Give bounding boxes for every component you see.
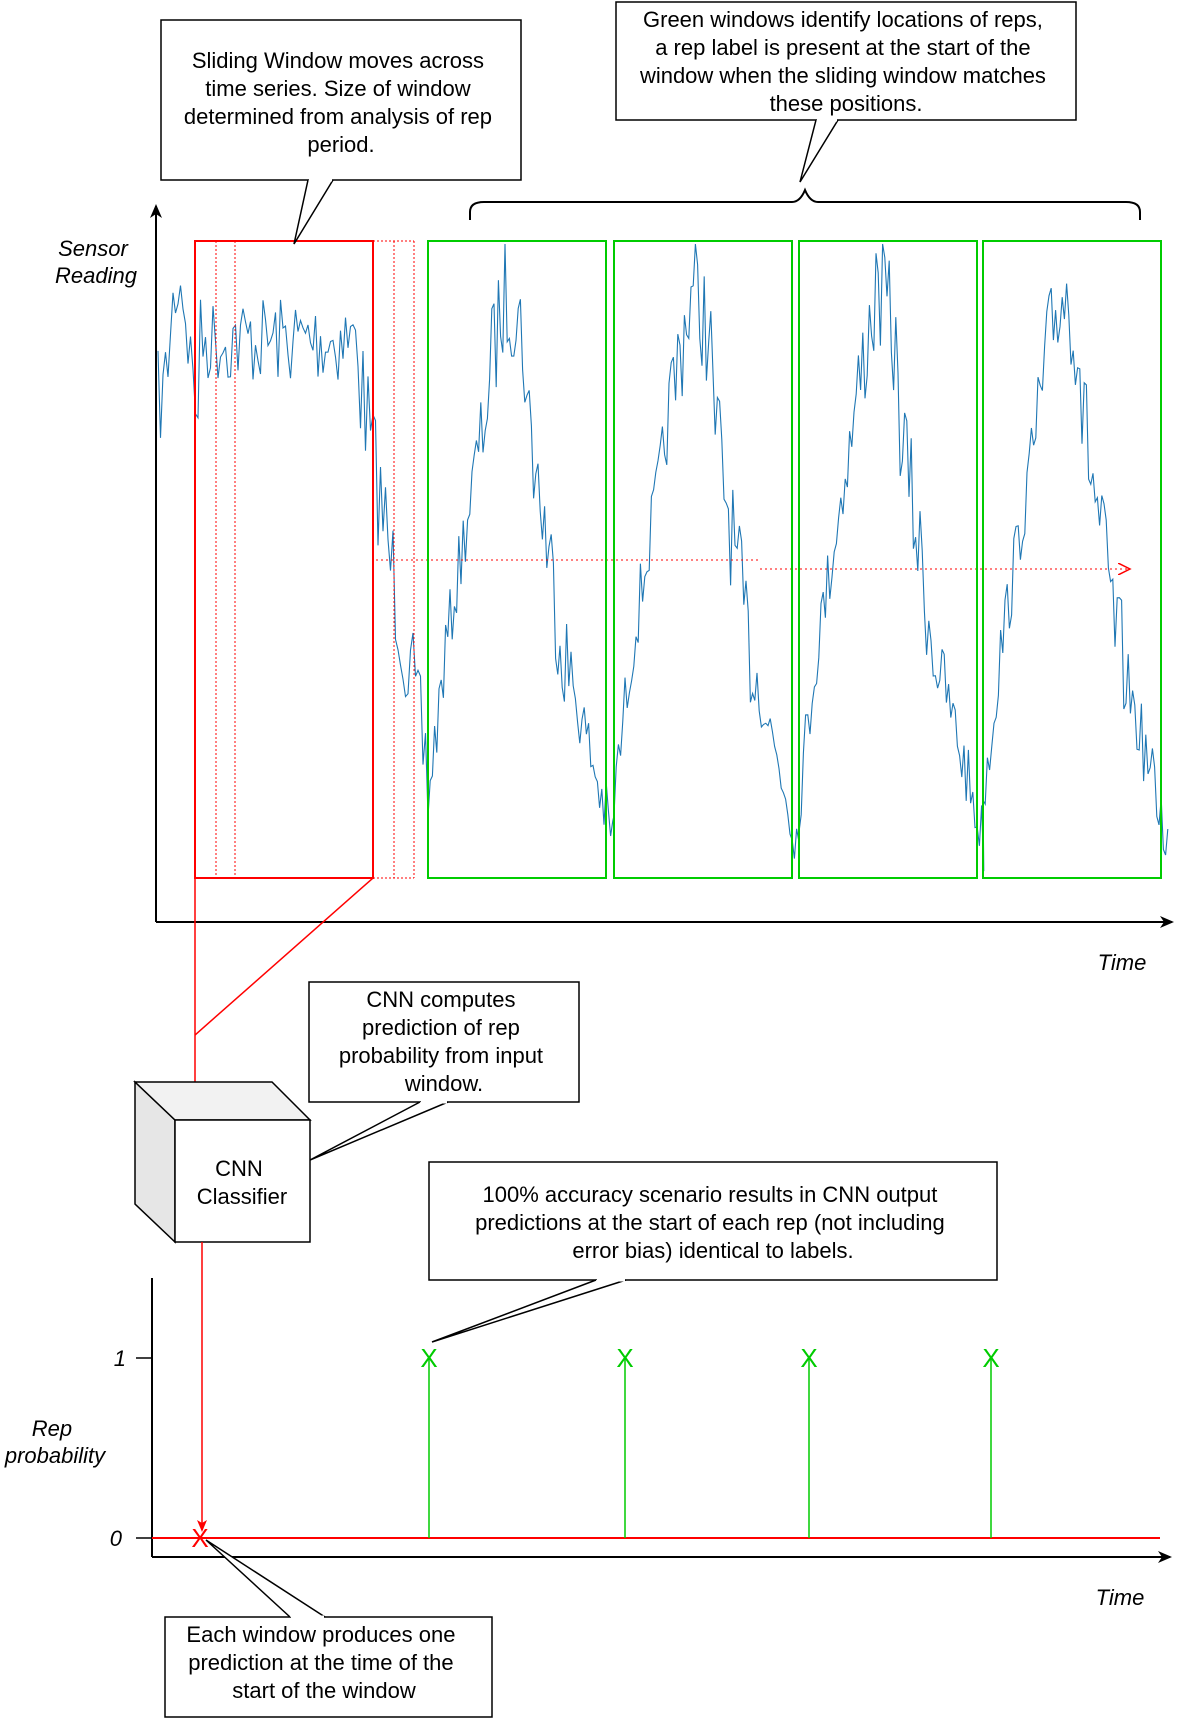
svg-text:Each window produces one: Each window produces one prediction at t…	[186, 1622, 461, 1703]
window-to-cnn-line-2	[194, 877, 374, 1036]
top-x-label: Time	[1098, 950, 1147, 975]
svg-text:100% accuracy scenario results: 100% accuracy scenario results in CNN ou…	[475, 1182, 951, 1263]
sensor-signal-line	[157, 243, 1169, 872]
bottom-x-label: Time	[1096, 1585, 1145, 1610]
cnn-computes-callout: CNN computes prediction of rep probabili…	[308, 981, 580, 1161]
y-tick-0-label: 0	[110, 1526, 123, 1551]
sliding-window-callout: Sliding Window moves across time series.…	[160, 19, 522, 245]
cnn-classifier-block: CNN Classifier	[133, 1080, 312, 1244]
rep-label-marker: X	[616, 1343, 633, 1373]
rep-window-2	[613, 240, 793, 879]
cnn-classifier-label: CNN Classifier	[197, 1156, 287, 1209]
accuracy-callout: 100% accuracy scenario results in CNN ou…	[428, 1161, 998, 1343]
top-chart: Sensor Reading Time	[55, 204, 1174, 975]
sliding-window	[194, 240, 374, 879]
y-tick-1-label: 1	[114, 1346, 126, 1371]
svg-text:Sliding Window moves across: Sliding Window moves across time series.…	[184, 48, 498, 157]
rep-window-3	[798, 240, 978, 879]
rep-label-marker: X	[982, 1343, 999, 1373]
svg-text:CNN computes prediction: CNN computes prediction of rep probabili…	[339, 987, 549, 1096]
bottom-y-label: Rep probability	[4, 1416, 107, 1468]
rep-label-marker: X	[420, 1343, 437, 1373]
svg-text:Green windows identify locatio: Green windows identify locations of reps…	[639, 7, 1052, 116]
rep-label-marker: X	[800, 1343, 817, 1373]
rep-window-4	[982, 240, 1162, 879]
green-windows-brace	[469, 187, 1141, 220]
top-y-label: Sensor Reading	[55, 236, 138, 288]
green-windows-callout: Green windows identify locations of reps…	[615, 1, 1077, 183]
bottom-chart: 1 0 Rep probability Time X X X X X	[4, 1278, 1172, 1610]
each-window-callout: Each window produces one prediction at t…	[164, 1539, 493, 1718]
rep-window-1	[427, 240, 607, 879]
prediction-marker: X	[191, 1523, 208, 1553]
